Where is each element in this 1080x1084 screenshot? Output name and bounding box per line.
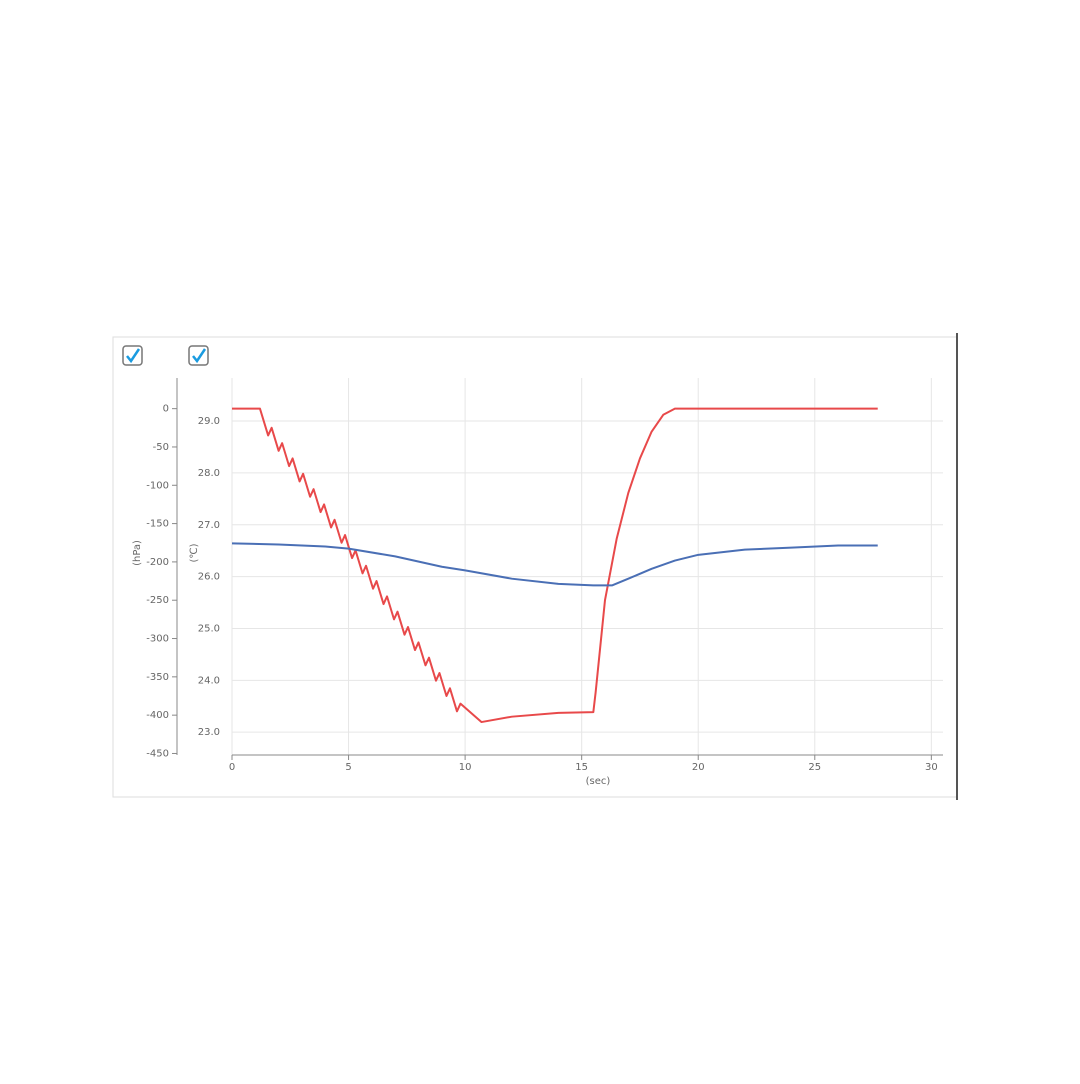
x-tick-label: 15 (575, 762, 588, 773)
x-axis-label: (sec) (586, 776, 611, 787)
panel (112, 336, 958, 798)
x-tick-label: 5 (345, 762, 351, 773)
y-tick-label: -450 (146, 748, 169, 759)
y-tick-label: -400 (146, 710, 169, 721)
x-tick-label: 25 (808, 762, 821, 773)
y2-tick-label: 25.0 (198, 623, 220, 634)
series-line (232, 407, 878, 724)
y2-tick-label: 28.0 (198, 468, 220, 479)
y2-tick-label: 29.0 (198, 416, 220, 427)
checkbox[interactable] (188, 345, 209, 366)
y-tick-label: -50 (153, 442, 169, 453)
y-tick-label: -300 (146, 634, 169, 645)
y2-tick-label: 26.0 (198, 572, 220, 583)
y-tick-label: -350 (146, 672, 169, 683)
x-tick-label: 30 (925, 762, 938, 773)
checkbox[interactable] (122, 345, 143, 366)
y2-tick-label: 27.0 (198, 520, 220, 531)
y-tick-label: -150 (146, 519, 169, 530)
y-tick-label: -100 (146, 480, 169, 491)
x-tick-label: 10 (459, 762, 472, 773)
y-tick-label: -250 (146, 595, 169, 606)
series-line (231, 542, 878, 587)
x-tick-label: 20 (692, 762, 705, 773)
y2-tick-label: 23.0 (198, 727, 220, 738)
x-tick-label: 0 (229, 762, 235, 773)
y2-tick-label: 24.0 (198, 675, 220, 686)
y2-axis-label: (℃) (189, 543, 200, 562)
y-tick-label: 0 (163, 404, 169, 415)
y-tick-label: -200 (146, 557, 169, 568)
y-axis-label: (hPa) (132, 540, 143, 566)
